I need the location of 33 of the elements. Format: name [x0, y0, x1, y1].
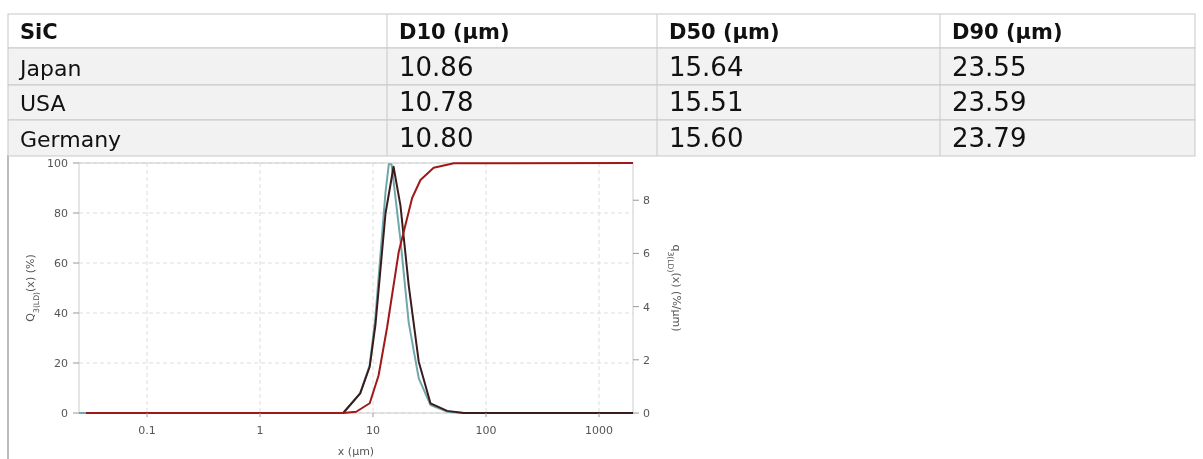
category-label: D90 (µm) — [952, 20, 1063, 44]
y-tick-label: 100 — [47, 157, 68, 170]
x-axis-title: x (µm) — [337, 445, 375, 458]
category-label: Germany — [20, 127, 122, 152]
text: 23.55 — [952, 52, 1027, 82]
y-tick-label: 80 — [54, 207, 68, 220]
y-tick-label: 60 — [54, 257, 68, 270]
y-tick-label: 20 — [54, 357, 68, 370]
x-tick-label: 0.1 — [138, 424, 156, 437]
text: 15.64 — [669, 52, 744, 82]
text: 10.80 — [399, 123, 474, 153]
y2-tick-label: 6 — [643, 247, 650, 261]
text: 15.60 — [669, 123, 744, 153]
y-tick-label: 0 — [61, 407, 68, 420]
category-label: Japan — [20, 56, 82, 81]
y2-tick-label: 4 — [643, 300, 650, 314]
category-label: SiC — [20, 20, 58, 44]
text: 10.86 — [399, 52, 474, 82]
y2-tick-label: 0 — [643, 407, 650, 420]
text: 23.79 — [952, 123, 1027, 153]
x-tick-label: 1000 — [584, 424, 613, 437]
y2-tick-label: 8 — [643, 194, 650, 208]
y-tick-label: 40 — [54, 307, 68, 320]
category-label: D10 (µm) — [399, 20, 510, 44]
x-tick-label: 100 — [475, 424, 497, 437]
text: 23.59 — [952, 87, 1027, 117]
x-tick-label: 1 — [256, 424, 264, 437]
text: 10.78 — [399, 87, 474, 117]
category-label: D50 (µm) — [669, 20, 780, 44]
category-label: USA — [20, 91, 66, 116]
y2-tick-label: 2 — [643, 353, 650, 367]
text: 15.51 — [669, 87, 744, 117]
x-tick-label: 10 — [366, 424, 381, 437]
